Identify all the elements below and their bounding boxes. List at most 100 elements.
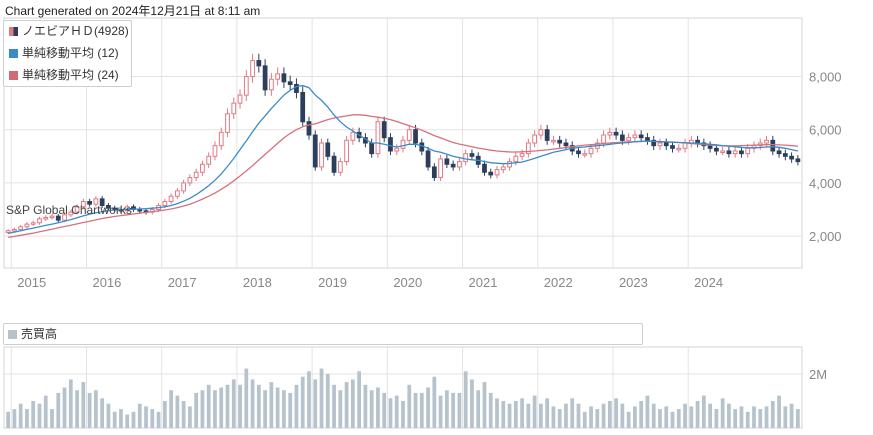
- candle-body: [93, 198, 99, 205]
- candle-body: [782, 153, 788, 157]
- candle-body: [294, 83, 299, 93]
- candle-body: [262, 65, 268, 91]
- volume-bar: [770, 401, 775, 428]
- candle-body: [87, 201, 92, 205]
- legend-item-ma24[interactable]: 単純移動平均 (24): [9, 67, 119, 83]
- candle-body: [256, 60, 262, 67]
- volume-bar: [607, 401, 612, 428]
- candle-body: [438, 158, 443, 179]
- candle-body: [337, 161, 343, 173]
- candle-body: [444, 158, 450, 165]
- volume-bar: [194, 392, 199, 428]
- candle-body: [482, 163, 487, 173]
- volume-bar: [106, 403, 111, 428]
- candle-body: [99, 198, 105, 206]
- volume-bar: [25, 409, 29, 428]
- candle-body: [745, 147, 751, 155]
- volume-bar: [68, 379, 73, 428]
- volume-bar: [457, 392, 462, 428]
- volume-bar: [620, 403, 625, 428]
- volume-bar: [18, 403, 23, 428]
- legend-item-volume[interactable]: 売買高: [8, 326, 57, 342]
- candle-body: [513, 155, 519, 163]
- candle-body: [457, 161, 462, 168]
- candle-body: [344, 139, 349, 163]
- volume-bar: [639, 401, 644, 428]
- candle-body: [413, 129, 418, 144]
- volume-bar: [551, 406, 556, 428]
- volume-bar: [564, 403, 568, 428]
- volume-bar: [507, 403, 512, 428]
- candle-body: [538, 129, 544, 136]
- volume-bar: [338, 390, 343, 428]
- candle-body: [218, 131, 224, 147]
- candle-body: [37, 218, 42, 224]
- candle-body: [287, 81, 293, 85]
- candle-body: [350, 131, 356, 141]
- volume-bar: [300, 376, 305, 428]
- volume-bar: [131, 411, 136, 428]
- candle-body: [657, 142, 663, 147]
- volume-bar: [150, 409, 155, 428]
- candle-body: [739, 150, 744, 155]
- candlestick-icon: [9, 27, 18, 36]
- volume-bar: [56, 392, 61, 428]
- y-tick-label: 2,000: [809, 229, 842, 244]
- candle-body: [532, 134, 538, 144]
- candle-body: [632, 134, 638, 139]
- volume-bar: [6, 411, 11, 428]
- candle-body: [325, 142, 331, 157]
- volume-bar: [144, 406, 148, 428]
- volume-bar: [50, 409, 54, 428]
- volume-bar: [601, 403, 606, 428]
- volume-bar: [451, 392, 456, 428]
- volume-bar: [43, 395, 48, 428]
- candle-body: [645, 137, 650, 141]
- candle-body: [507, 161, 512, 168]
- candle-body: [601, 134, 606, 144]
- candle-body: [450, 163, 456, 168]
- candle-body: [663, 142, 669, 147]
- legend-label: ノエビアＨＤ(4928): [22, 24, 129, 38]
- candle-body: [494, 169, 500, 176]
- legend-label: 単純移動平均 (24): [22, 68, 119, 82]
- volume-bar: [250, 379, 255, 428]
- volume-bar: [313, 379, 318, 428]
- pink-square-icon: [9, 71, 18, 80]
- volume-bar: [614, 398, 618, 428]
- volume-bar: [407, 384, 412, 428]
- candle-body: [551, 139, 556, 143]
- legend-item-price[interactable]: ノエビアＨＤ(4928): [9, 23, 129, 39]
- candle-body: [563, 142, 569, 147]
- volume-bar: [156, 411, 161, 428]
- volume-bar: [777, 395, 781, 428]
- candle-body: [519, 153, 525, 157]
- volume-bar: [664, 406, 669, 428]
- volume-bar: [388, 398, 393, 428]
- volume-bar: [369, 390, 374, 428]
- candle-body: [720, 150, 726, 153]
- volume-bar: [438, 395, 443, 428]
- candle-body: [281, 73, 287, 83]
- candle-body: [187, 177, 193, 184]
- candle-body: [30, 222, 36, 225]
- volume-bar: [676, 409, 681, 428]
- volume-bar: [31, 401, 36, 428]
- legend-item-ma12[interactable]: 単純移動平均 (12): [9, 45, 119, 61]
- volume-bar: [783, 406, 788, 428]
- volume-bar: [495, 398, 499, 428]
- candle-body: [469, 153, 475, 157]
- volume-bar: [238, 384, 242, 428]
- volume-bar: [206, 384, 211, 428]
- volume-tick-label: 2M: [809, 367, 827, 382]
- volume-bar: [520, 398, 524, 428]
- candle-body: [406, 129, 412, 141]
- volume-bar: [363, 384, 368, 428]
- volume-bar: [470, 379, 474, 428]
- legend-label: 売買高: [21, 327, 58, 341]
- volume-bar: [576, 403, 581, 428]
- x-tick-label: 2020: [393, 275, 422, 290]
- candle-body: [212, 145, 218, 157]
- volume-bar: [714, 409, 719, 428]
- candle-body: [388, 137, 393, 152]
